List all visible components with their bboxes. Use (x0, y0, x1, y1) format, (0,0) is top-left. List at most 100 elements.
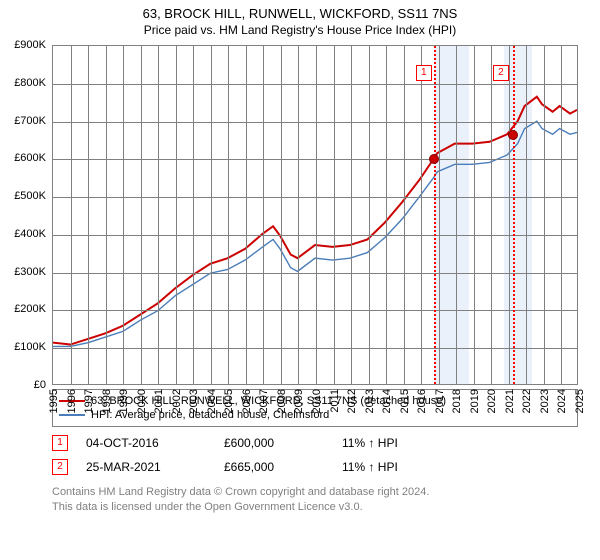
grid-line-v (71, 46, 72, 384)
grid-line-v (193, 46, 194, 384)
sale-marker-line (434, 46, 436, 384)
y-axis-label: £500K (14, 190, 46, 202)
grid-line-h (53, 310, 577, 311)
x-axis-label: 2018 (451, 389, 463, 413)
grid-line-v (509, 46, 510, 384)
footer-line-1: Contains HM Land Registry data © Crown c… (52, 485, 578, 500)
sale-dot (508, 130, 518, 140)
grid-line-v (141, 46, 142, 384)
grid-line-v (404, 46, 405, 384)
grid-line-h (53, 235, 577, 236)
x-axis-label: 2013 (364, 389, 376, 413)
grid-line-v (211, 46, 212, 384)
grid-line-h (53, 159, 577, 160)
x-axis-label: 2011 (329, 389, 341, 413)
grid-line-v (106, 46, 107, 384)
grid-line-v (456, 46, 457, 384)
sale-price: £665,000 (224, 460, 324, 474)
series-property (53, 97, 577, 345)
y-axis-label: £300K (14, 266, 46, 278)
y-axis-label: £0 (34, 379, 46, 391)
y-axis-label: £900K (14, 39, 46, 51)
grid-line-h (53, 197, 577, 198)
x-axis-label: 2001 (153, 389, 165, 413)
grid-line-h (53, 273, 577, 274)
sale-price: £600,000 (224, 436, 324, 450)
x-axis-label: 2025 (574, 389, 586, 413)
grid-line-v (369, 46, 370, 384)
grid-line-v (386, 46, 387, 384)
sale-date: 04-OCT-2016 (86, 436, 206, 450)
x-axis-label: 1995 (48, 389, 60, 413)
sales-table: 1 04-OCT-2016 £600,000 11% ↑ HPI 2 25-MAR-202… (52, 435, 578, 475)
grid-line-v (123, 46, 124, 384)
plot-area: 12 (52, 45, 578, 385)
grid-line-v (228, 46, 229, 384)
chart: 12 £0£100K£200K£300K£400K£500K£600K£700K… (52, 45, 578, 385)
sale-index-badge: 2 (52, 459, 68, 475)
y-axis-label: £400K (14, 228, 46, 240)
grid-line-v (88, 46, 89, 384)
x-axis-label: 2004 (206, 389, 218, 413)
x-axis-label: 2020 (486, 389, 498, 413)
series-hpi (53, 121, 577, 346)
x-axis-label: 2012 (346, 389, 358, 413)
sale-marker-line (513, 46, 515, 384)
x-axis-label: 2024 (556, 389, 568, 413)
grid-line-h (53, 84, 577, 85)
grid-line-v (526, 46, 527, 384)
x-axis-label: 1998 (101, 389, 113, 413)
x-axis-label: 2010 (311, 389, 323, 413)
y-axis-label: £800K (14, 77, 46, 89)
sale-pct: 11% ↑ HPI (342, 460, 398, 474)
x-axis-label: 2009 (293, 389, 305, 413)
grid-line-v (474, 46, 475, 384)
grid-line-v (561, 46, 562, 384)
x-axis-label: 2015 (399, 389, 411, 413)
x-axis-label: 2022 (521, 389, 533, 413)
sale-index-badge: 1 (52, 435, 68, 451)
x-axis-label: 1997 (83, 389, 95, 413)
sale-marker-2: 2 (493, 65, 509, 81)
x-axis-label: 2005 (223, 389, 235, 413)
chart-header: 63, BROCK HILL, RUNWELL, WICKFORD, SS11 … (0, 0, 600, 37)
grid-line-v (246, 46, 247, 384)
x-axis-label: 1999 (118, 389, 130, 413)
y-axis-label: £100K (14, 341, 46, 353)
grid-line-h (53, 348, 577, 349)
sale-marker-1: 1 (416, 65, 432, 81)
grid-line-v (316, 46, 317, 384)
x-axis-label: 2019 (469, 389, 481, 413)
chart-subtitle: Price paid vs. HM Land Registry's House … (0, 23, 600, 37)
chart-lines (53, 46, 577, 384)
sale-row: 2 25-MAR-2021 £665,000 11% ↑ HPI (52, 459, 578, 475)
grid-line-v (439, 46, 440, 384)
grid-line-v (351, 46, 352, 384)
sale-pct: 11% ↑ HPI (342, 436, 398, 450)
x-axis-label: 2014 (381, 389, 393, 413)
x-axis-label: 1996 (66, 389, 78, 413)
grid-line-v (334, 46, 335, 384)
y-axis-label: £600K (14, 152, 46, 164)
grid-line-v (421, 46, 422, 384)
x-axis-label: 2021 (504, 389, 516, 413)
grid-line-v (176, 46, 177, 384)
x-axis-label: 2023 (539, 389, 551, 413)
grid-line-v (544, 46, 545, 384)
chart-title: 63, BROCK HILL, RUNWELL, WICKFORD, SS11 … (0, 6, 600, 21)
x-axis-label: 2007 (258, 389, 270, 413)
x-axis-label: 2008 (276, 389, 288, 413)
legend-swatch (59, 414, 85, 416)
grid-line-v (281, 46, 282, 384)
grid-line-h (53, 122, 577, 123)
x-axis-label: 2000 (136, 389, 148, 413)
x-axis-label: 2002 (171, 389, 183, 413)
x-axis-label: 2016 (416, 389, 428, 413)
grid-line-v (491, 46, 492, 384)
y-axis-label: £700K (14, 115, 46, 127)
y-axis-label: £200K (14, 303, 46, 315)
sale-dot (429, 154, 439, 164)
x-axis-label: 2003 (188, 389, 200, 413)
sale-row: 1 04-OCT-2016 £600,000 11% ↑ HPI (52, 435, 578, 451)
sale-date: 25-MAR-2021 (86, 460, 206, 474)
